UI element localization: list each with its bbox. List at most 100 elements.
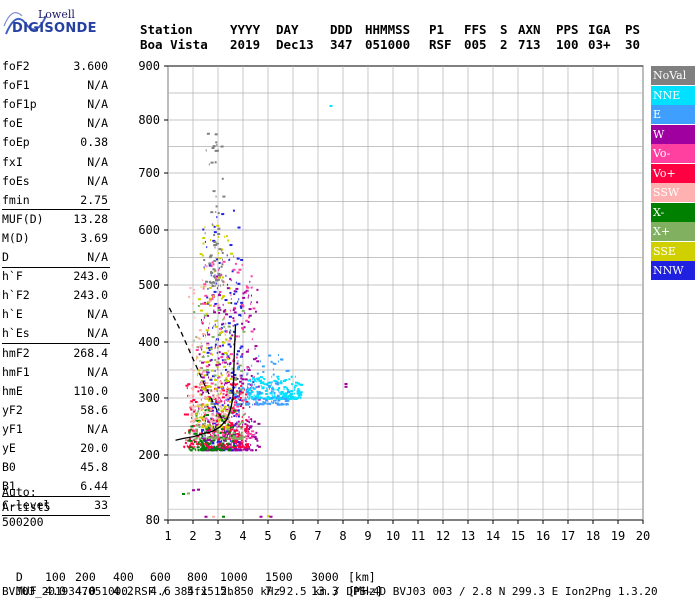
isolated-point-w — [259, 515, 263, 518]
x-tick-label: 2 — [189, 529, 196, 543]
scatter-point-vo — [183, 446, 185, 449]
scatter-point-nnw — [206, 371, 210, 374]
scatter-point-ssw — [194, 417, 196, 420]
scatter-point-e — [276, 396, 278, 399]
scatter-point-nne — [269, 392, 273, 395]
scatter-point-nnw — [214, 302, 218, 305]
scatter-point-nne — [288, 378, 291, 381]
scatter-point-e — [285, 403, 289, 406]
scatter-point-x — [201, 355, 205, 358]
scatter-point-nne — [271, 375, 273, 378]
scatter-point-x — [196, 346, 199, 349]
scatter-point-x — [220, 449, 223, 452]
scatter-point-w — [250, 374, 253, 377]
scatter-point-sse — [220, 391, 222, 394]
scatter-point-sse — [203, 388, 207, 391]
scatter-point-sse — [226, 426, 230, 429]
scatter-point-x — [242, 330, 246, 333]
scatter-point-nnw — [206, 373, 209, 376]
scatter-point-sse — [228, 365, 230, 368]
scatter-point-vo — [238, 268, 242, 271]
scatter-point-vo — [201, 302, 204, 305]
scatter-point-vo — [223, 316, 225, 319]
scatter-point-x — [211, 428, 215, 431]
x-tick-label: 13 — [461, 529, 475, 543]
scatter-point-vo — [193, 410, 196, 413]
scatter-point-e — [258, 355, 260, 358]
param-label: C-level — [2, 498, 51, 513]
scatter-point-vo — [216, 419, 219, 422]
scatter-point-vo — [239, 374, 241, 377]
scatter-point-x — [203, 447, 207, 450]
scatter-point-w — [253, 376, 255, 379]
scatter-point-x — [203, 431, 207, 434]
param-row-fmin: fmin 2.75 — [2, 191, 110, 210]
scatter-point-vo — [223, 428, 226, 431]
scatter-point-e — [265, 399, 269, 402]
scatter-point-w — [201, 361, 205, 364]
scatter-point-e — [237, 360, 239, 363]
scatter-point-ssw — [200, 286, 202, 289]
scatter-point-e — [262, 370, 265, 373]
scatter-point-nne — [263, 378, 266, 381]
scatter-point-nnw — [234, 302, 238, 305]
param-label: M(D) — [2, 230, 30, 245]
header-label-2: DAY — [276, 22, 299, 37]
scatter-point-w — [223, 430, 225, 433]
scatter-point-noval — [211, 223, 213, 226]
scatter-point-vo — [248, 436, 251, 439]
scatter-point-w — [222, 435, 226, 438]
scatter-point-nne — [259, 395, 261, 398]
scatter-point-x — [220, 444, 223, 447]
scatter-point-vo — [229, 309, 231, 312]
scatter-point-nne — [295, 396, 297, 399]
scatter-point-vo — [233, 429, 237, 432]
scatter-point-vo — [238, 335, 240, 338]
scatter-point-nnw — [237, 409, 240, 412]
isolated-point-w — [269, 515, 273, 518]
param-row-ye: yE 20.0 — [2, 439, 110, 458]
scatter-point-noval — [208, 262, 212, 265]
legend-item-w: W — [651, 124, 695, 144]
scatter-point-ssw — [200, 382, 204, 385]
scatter-point-w — [242, 296, 246, 299]
scatter-point-x — [221, 442, 225, 445]
scatter-point-ssw — [225, 420, 228, 423]
scatter-point-x — [232, 431, 236, 434]
scatter-point-nne — [287, 388, 290, 391]
scatter-point-nne — [282, 380, 286, 383]
scatter-point-w — [212, 422, 215, 425]
scatter-point-x — [228, 448, 232, 451]
scatter-point-w — [214, 446, 218, 449]
scatter-point-ssw — [195, 358, 197, 361]
scatter-point-w — [198, 408, 200, 411]
scatter-point-x — [233, 378, 237, 381]
header-label-9: PPS — [556, 22, 579, 37]
scatter-point-nnw — [228, 389, 231, 392]
param-value: 110.0 — [73, 383, 108, 398]
scatter-point-sse — [208, 286, 212, 289]
scatter-point-x — [212, 437, 216, 440]
scatter-point-w — [240, 377, 243, 380]
scatter-point-vo — [250, 303, 252, 306]
scatter-point-w — [240, 322, 243, 325]
scatter-point-e — [269, 403, 271, 406]
scatter-point-vo — [227, 400, 229, 403]
scatter-point-w — [207, 437, 209, 440]
scatter-point-vo — [234, 409, 238, 412]
scatter-point-sse — [197, 369, 201, 372]
scatter-point-sse — [199, 393, 201, 396]
scatter-point-vo — [237, 446, 241, 449]
scatter-point-w — [254, 437, 258, 440]
scatter-point-w — [238, 391, 241, 394]
param-label: fmin — [2, 192, 30, 207]
scatter-point-nne — [266, 388, 268, 391]
scatter-point-e — [251, 385, 253, 388]
scatter-point-nnw — [211, 375, 215, 378]
scatter-point-vo — [230, 435, 233, 438]
scatter-point-ssw — [199, 412, 201, 415]
scatter-point-vo — [202, 287, 204, 290]
scatter-point-nnw — [239, 347, 242, 350]
scatter-point-w — [224, 402, 226, 405]
scatter-point-ssw — [190, 387, 193, 390]
